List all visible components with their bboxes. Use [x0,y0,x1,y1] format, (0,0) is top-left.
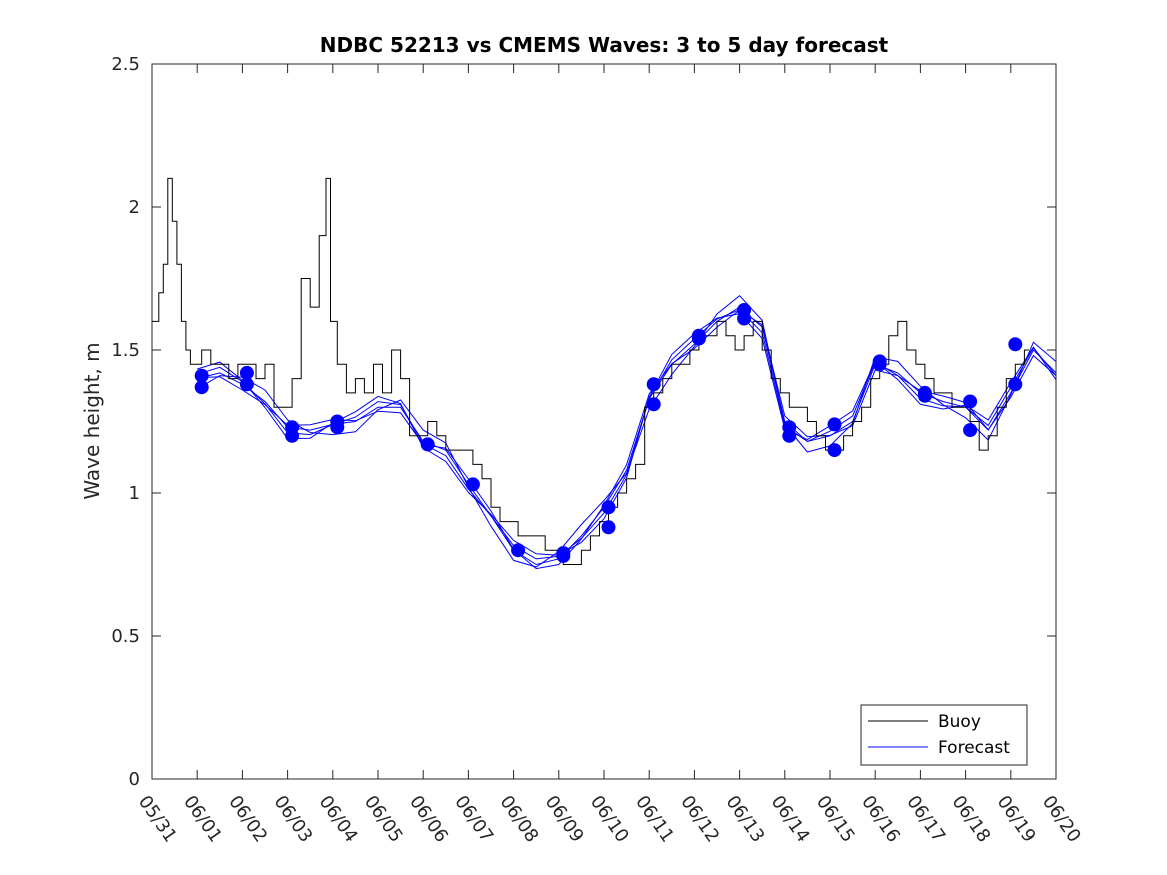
legend-buoy-label: Buoy [938,712,981,732]
forecast-marker [827,417,842,432]
forecast-marker [917,388,932,403]
buoy-series [152,177,1029,565]
forecast-marker [691,331,706,346]
forecast-marker [556,548,571,563]
forecast-marker [963,423,978,438]
forecast-marker [782,428,797,443]
forecast-marker [1008,377,1023,392]
forecast-marker [601,520,616,535]
forecast-marker [646,397,661,412]
forecast-marker [330,420,345,435]
forecast-marker [420,437,435,452]
forecast-marker [963,394,978,409]
forecast-marker [601,500,616,515]
y-tick-label: 0 [129,769,140,790]
forecast-marker [194,380,209,395]
buoy-line [152,177,1029,565]
legend: Buoy Forecast [860,704,1028,766]
forecast-marker [285,428,300,443]
y-tick-label: 2.5 [111,54,140,75]
forecast-marker [511,543,526,558]
y-tick-label: 0.5 [111,626,140,647]
forecast-marker [465,477,480,492]
chart-title: NDBC 52213 vs CMEMS Waves: 3 to 5 day fo… [320,33,889,57]
forecast-marker [239,377,254,392]
y-tick-label: 2 [129,197,140,218]
legend-forecast-label: Forecast [938,738,1010,758]
legend-box [860,704,1028,766]
forecast-marker [827,443,842,458]
forecast-marker [737,311,752,326]
y-axis-label: Wave height, m [80,342,104,499]
forecast-marker [646,377,661,392]
y-tick-label: 1 [129,483,140,504]
y-tick-label: 1.5 [111,340,140,361]
forecast-markers [194,303,1023,563]
y-axis: 0 0.5 1 1.5 2 2.5 [111,54,1056,790]
forecast-marker [1008,337,1023,352]
forecast-marker [872,357,887,372]
